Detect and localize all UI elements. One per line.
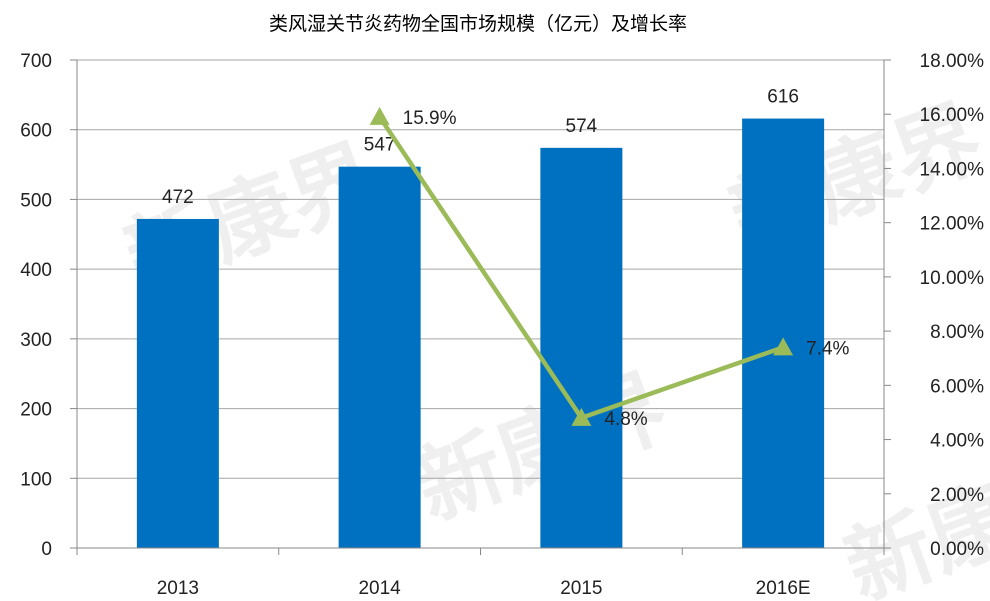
growth-line-series: 15.9% 4.8% 7.4% (369, 106, 850, 430)
x-axis-tick-label: 2016E (756, 578, 811, 599)
right-axis-tick-label: 2.00% (930, 485, 984, 506)
bar-data-label: 547 (364, 135, 396, 156)
growth-marker-2015 (571, 407, 592, 426)
x-axis-tick-label: 2013 (157, 578, 199, 599)
growth-data-label: 7.4% (806, 338, 849, 359)
x-axis-tick-label: 2015 (560, 578, 602, 599)
axes: 0 100 200 300 400 500 600 700 0.00% 2.00% 4.00% 6.0… (20, 51, 984, 599)
growth-marker-2014 (369, 106, 390, 125)
right-axis-tick-label: 6.00% (930, 376, 984, 397)
left-axis-tick-label: 100 (20, 469, 52, 490)
right-axis-tick-label: 0.00% (930, 539, 984, 560)
bar-data-label: 472 (162, 187, 194, 208)
chart-title: 类风湿关节炎药物全国市场规模（亿元）及增长率 (269, 13, 687, 35)
bar-data-label: 574 (566, 116, 598, 137)
bar-data-label: 616 (767, 87, 799, 108)
bar-2016E (742, 118, 825, 548)
left-axis-tick-label: 300 (20, 330, 52, 351)
left-axis-tick-label: 500 (20, 190, 52, 211)
left-axis-tick-label: 600 (20, 121, 52, 142)
left-axis-tick-label: 700 (20, 51, 52, 72)
bar-series: 472 547 574 616 (136, 87, 825, 549)
right-axis-tick-label: 12.00% (920, 214, 985, 235)
right-axis-tick-label: 4.00% (930, 431, 984, 452)
right-axis-tick-label: 18.00% (920, 51, 985, 72)
right-axis-tick-label: 14.00% (920, 159, 985, 180)
right-axis-tick-label: 8.00% (930, 322, 984, 343)
left-axis-tick-label: 0 (41, 539, 52, 560)
growth-data-label: 15.9% (403, 108, 457, 129)
growth-data-label: 4.8% (604, 409, 647, 430)
growth-marker-2016E (773, 337, 794, 356)
watermark-text: 新康界 (834, 439, 990, 601)
bar-2015 (540, 147, 623, 548)
left-axis-tick-label: 200 (20, 400, 52, 421)
x-axis-tick-label: 2014 (358, 578, 401, 599)
right-axis-tick-label: 10.00% (920, 268, 985, 289)
right-axis-tick-label: 16.00% (920, 105, 985, 126)
bar-2013 (136, 218, 219, 548)
bar-2014 (338, 166, 421, 549)
left-axis-tick-label: 400 (20, 260, 52, 281)
